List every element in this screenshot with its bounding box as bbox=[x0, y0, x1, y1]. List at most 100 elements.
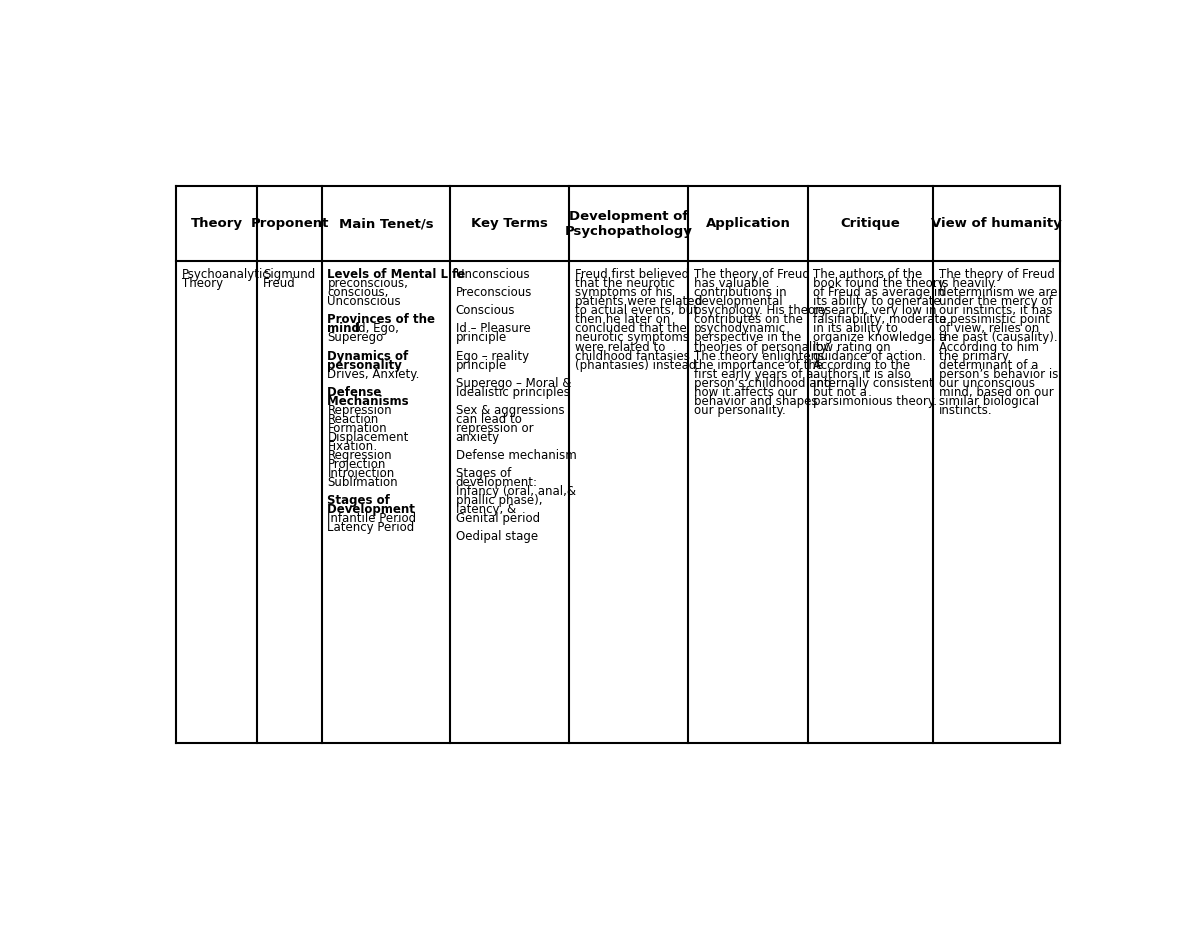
Text: parsimonious theory.: parsimonious theory. bbox=[814, 395, 937, 408]
Text: Sigmund: Sigmund bbox=[263, 268, 316, 281]
Text: The theory of Freud: The theory of Freud bbox=[938, 268, 1055, 281]
Text: Theory: Theory bbox=[191, 217, 242, 230]
Text: phallic phase),: phallic phase), bbox=[456, 494, 542, 507]
Text: developmental: developmental bbox=[694, 296, 782, 309]
Text: Main Tenet/s: Main Tenet/s bbox=[338, 217, 433, 230]
Text: Projection: Projection bbox=[328, 458, 385, 471]
Text: psychodynamic: psychodynamic bbox=[694, 323, 786, 336]
Text: of Freud as average in: of Freud as average in bbox=[814, 286, 946, 299]
Text: under the mercy of: under the mercy of bbox=[938, 296, 1052, 309]
Text: Infantile Period: Infantile Period bbox=[328, 512, 416, 525]
Text: determinant of a: determinant of a bbox=[938, 359, 1038, 372]
Text: person’s childhood and: person’s childhood and bbox=[694, 376, 832, 389]
Text: Oedipal stage: Oedipal stage bbox=[456, 530, 538, 543]
Text: Regression: Regression bbox=[328, 449, 392, 462]
Text: Introjection: Introjection bbox=[328, 467, 395, 480]
Text: Ego – reality: Ego – reality bbox=[456, 349, 529, 362]
Text: Displacement: Displacement bbox=[328, 431, 409, 444]
Text: Reaction: Reaction bbox=[328, 413, 379, 425]
Text: Unconscious: Unconscious bbox=[456, 268, 529, 281]
Text: Application: Application bbox=[706, 217, 791, 230]
Text: Dynamics of: Dynamics of bbox=[328, 349, 413, 362]
Text: Levels of Mental Life: Levels of Mental Life bbox=[328, 268, 469, 281]
Text: low rating on: low rating on bbox=[814, 340, 890, 353]
Text: person’s behavior is: person’s behavior is bbox=[938, 368, 1058, 381]
Text: falsifiability, moderate: falsifiability, moderate bbox=[814, 313, 947, 326]
Text: our unconscious: our unconscious bbox=[938, 376, 1034, 389]
Text: The authors of the: The authors of the bbox=[814, 268, 923, 281]
Text: Id – Pleasure: Id – Pleasure bbox=[456, 323, 530, 336]
Text: behavior and shapes: behavior and shapes bbox=[694, 395, 817, 408]
Text: Psychoanalytic: Psychoanalytic bbox=[181, 268, 269, 281]
Text: Critique: Critique bbox=[840, 217, 900, 230]
Text: Latency Period: Latency Period bbox=[328, 521, 415, 534]
Text: guidance of action.: guidance of action. bbox=[814, 349, 926, 362]
Text: Defense mechanism: Defense mechanism bbox=[456, 449, 576, 462]
Text: Mechanisms: Mechanisms bbox=[328, 395, 413, 408]
Text: were related to: were related to bbox=[575, 340, 665, 353]
Text: a pessimistic point: a pessimistic point bbox=[938, 313, 1050, 326]
Text: Conscious: Conscious bbox=[456, 304, 515, 317]
Text: the primary: the primary bbox=[938, 349, 1009, 362]
Text: childhood fantasies: childhood fantasies bbox=[575, 349, 690, 362]
Text: book found the theory: book found the theory bbox=[814, 277, 946, 290]
Text: determinism we are: determinism we are bbox=[938, 286, 1057, 299]
Text: first early years of a: first early years of a bbox=[694, 368, 814, 381]
Text: mind, based on our: mind, based on our bbox=[938, 386, 1054, 399]
Text: Superego – Moral &: Superego – Moral & bbox=[456, 376, 571, 389]
Text: preconscious,: preconscious, bbox=[328, 277, 408, 290]
Text: Development of
Psychopathology: Development of Psychopathology bbox=[565, 210, 692, 237]
Text: The theory enlightens: The theory enlightens bbox=[694, 349, 824, 362]
Text: mind: mind bbox=[328, 323, 365, 336]
Text: the importance of the: the importance of the bbox=[694, 359, 823, 372]
Text: our instincts, it has: our instincts, it has bbox=[938, 304, 1052, 317]
Text: Drives, Anxiety.: Drives, Anxiety. bbox=[328, 368, 420, 381]
Text: instincts.: instincts. bbox=[938, 404, 992, 417]
Text: its ability to generate: its ability to generate bbox=[814, 296, 941, 309]
Text: Fixation: Fixation bbox=[328, 440, 373, 453]
Text: how it affects our: how it affects our bbox=[694, 386, 797, 399]
Text: Idealistic principles: Idealistic principles bbox=[456, 386, 569, 399]
Text: that the neurotic: that the neurotic bbox=[575, 277, 674, 290]
Text: conscious,: conscious, bbox=[328, 286, 389, 299]
Text: contributions in: contributions in bbox=[694, 286, 787, 299]
Text: Proponent: Proponent bbox=[251, 217, 329, 230]
Text: organize knowledge, a: organize knowledge, a bbox=[814, 332, 947, 345]
Text: has valuable: has valuable bbox=[694, 277, 769, 290]
Text: contributes on the: contributes on the bbox=[694, 313, 803, 326]
Text: internally consistent: internally consistent bbox=[814, 376, 934, 389]
Text: Formation: Formation bbox=[328, 422, 388, 435]
Text: similar biological: similar biological bbox=[938, 395, 1039, 408]
Text: to actual events, but: to actual events, but bbox=[575, 304, 697, 317]
Text: is heavily: is heavily bbox=[938, 277, 995, 290]
Text: latency, &: latency, & bbox=[456, 503, 516, 516]
Text: but not a: but not a bbox=[814, 386, 868, 399]
Text: : Id, Ego,: : Id, Ego, bbox=[347, 323, 398, 336]
Text: Freud: Freud bbox=[263, 277, 295, 290]
Text: then he later on: then he later on bbox=[575, 313, 670, 326]
Text: Defense: Defense bbox=[328, 386, 386, 399]
Text: Repression: Repression bbox=[328, 404, 392, 417]
Text: principle: principle bbox=[456, 359, 506, 372]
Text: symptoms of his: symptoms of his bbox=[575, 286, 672, 299]
Text: perspective in the: perspective in the bbox=[694, 332, 802, 345]
Text: Sex & aggressions: Sex & aggressions bbox=[456, 404, 564, 417]
Text: theories of personality.: theories of personality. bbox=[694, 340, 829, 353]
Text: the past (causality).: the past (causality). bbox=[938, 332, 1057, 345]
Text: According to the: According to the bbox=[814, 359, 911, 372]
Text: Preconscious: Preconscious bbox=[456, 286, 532, 299]
Text: can lead to: can lead to bbox=[456, 413, 521, 425]
Text: in its ability to: in its ability to bbox=[814, 323, 898, 336]
Text: concluded that the: concluded that the bbox=[575, 323, 686, 336]
Text: View of humanity: View of humanity bbox=[931, 217, 1062, 230]
Text: development:: development: bbox=[456, 476, 538, 489]
Text: Theory: Theory bbox=[181, 277, 223, 290]
Text: personality: personality bbox=[328, 359, 407, 372]
Text: Unconscious: Unconscious bbox=[328, 296, 401, 309]
Text: research, very low in: research, very low in bbox=[814, 304, 937, 317]
Text: our personality.: our personality. bbox=[694, 404, 786, 417]
Text: Stages of: Stages of bbox=[456, 467, 511, 480]
Text: anxiety: anxiety bbox=[456, 431, 499, 444]
Text: Key Terms: Key Terms bbox=[472, 217, 548, 230]
Text: Infancy (oral, anal,&: Infancy (oral, anal,& bbox=[456, 485, 576, 498]
